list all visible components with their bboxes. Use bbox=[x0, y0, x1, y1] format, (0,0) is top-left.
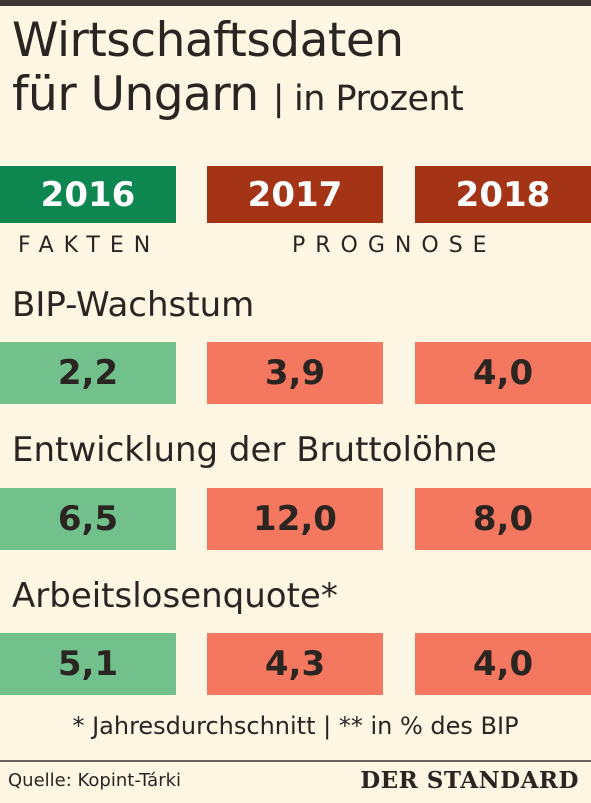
cell-bruttoloehne-2018: 8,0 bbox=[415, 488, 591, 550]
footnote: * Jahresdurchschnitt | ** in % des BIP bbox=[72, 712, 519, 740]
row-label-arbeitslosenquote: Arbeitslosenquote* bbox=[12, 576, 338, 616]
cell-bip-2017: 3,9 bbox=[207, 342, 383, 404]
cell-arbeitslosenquote-2016: 5,1 bbox=[0, 633, 176, 695]
top-border bbox=[0, 0, 591, 6]
column-header-2018: 2018 bbox=[415, 166, 591, 223]
cell-arbeitslosenquote-2017: 4,3 bbox=[207, 633, 383, 695]
cell-bruttoloehne-2016: 6,5 bbox=[0, 488, 176, 550]
group-label-prognose: PROGNOSE bbox=[292, 233, 497, 258]
column-header-2016: 2016 bbox=[0, 166, 176, 223]
cell-bip-2016: 2,2 bbox=[0, 342, 176, 404]
chart-title: Wirtschaftsdaten für Ungarn | in Prozent bbox=[12, 13, 464, 126]
row-label-bip-wachstum: BIP-Wachstum bbox=[12, 285, 255, 325]
title-unit: in Prozent bbox=[294, 79, 464, 119]
source-credit: Quelle: Kopint-Tárki bbox=[8, 770, 182, 791]
title-line-2: für Ungarn | in Prozent bbox=[12, 67, 464, 126]
cell-bip-2018: 4,0 bbox=[415, 342, 591, 404]
group-label-fakten: FAKTEN bbox=[18, 233, 161, 258]
cell-bruttoloehne-2017: 12,0 bbox=[207, 488, 383, 550]
divider bbox=[0, 760, 591, 762]
row-label-bruttoloehne: Entwicklung der Bruttolöhne bbox=[12, 430, 497, 470]
cell-arbeitslosenquote-2018: 4,0 bbox=[415, 633, 591, 695]
title-country: für Ungarn bbox=[12, 67, 259, 122]
publisher-logo: DER STANDARD bbox=[360, 767, 579, 794]
title-separator: | bbox=[272, 79, 285, 119]
column-header-2017: 2017 bbox=[207, 166, 383, 223]
title-line-1: Wirtschaftsdaten bbox=[12, 13, 404, 68]
